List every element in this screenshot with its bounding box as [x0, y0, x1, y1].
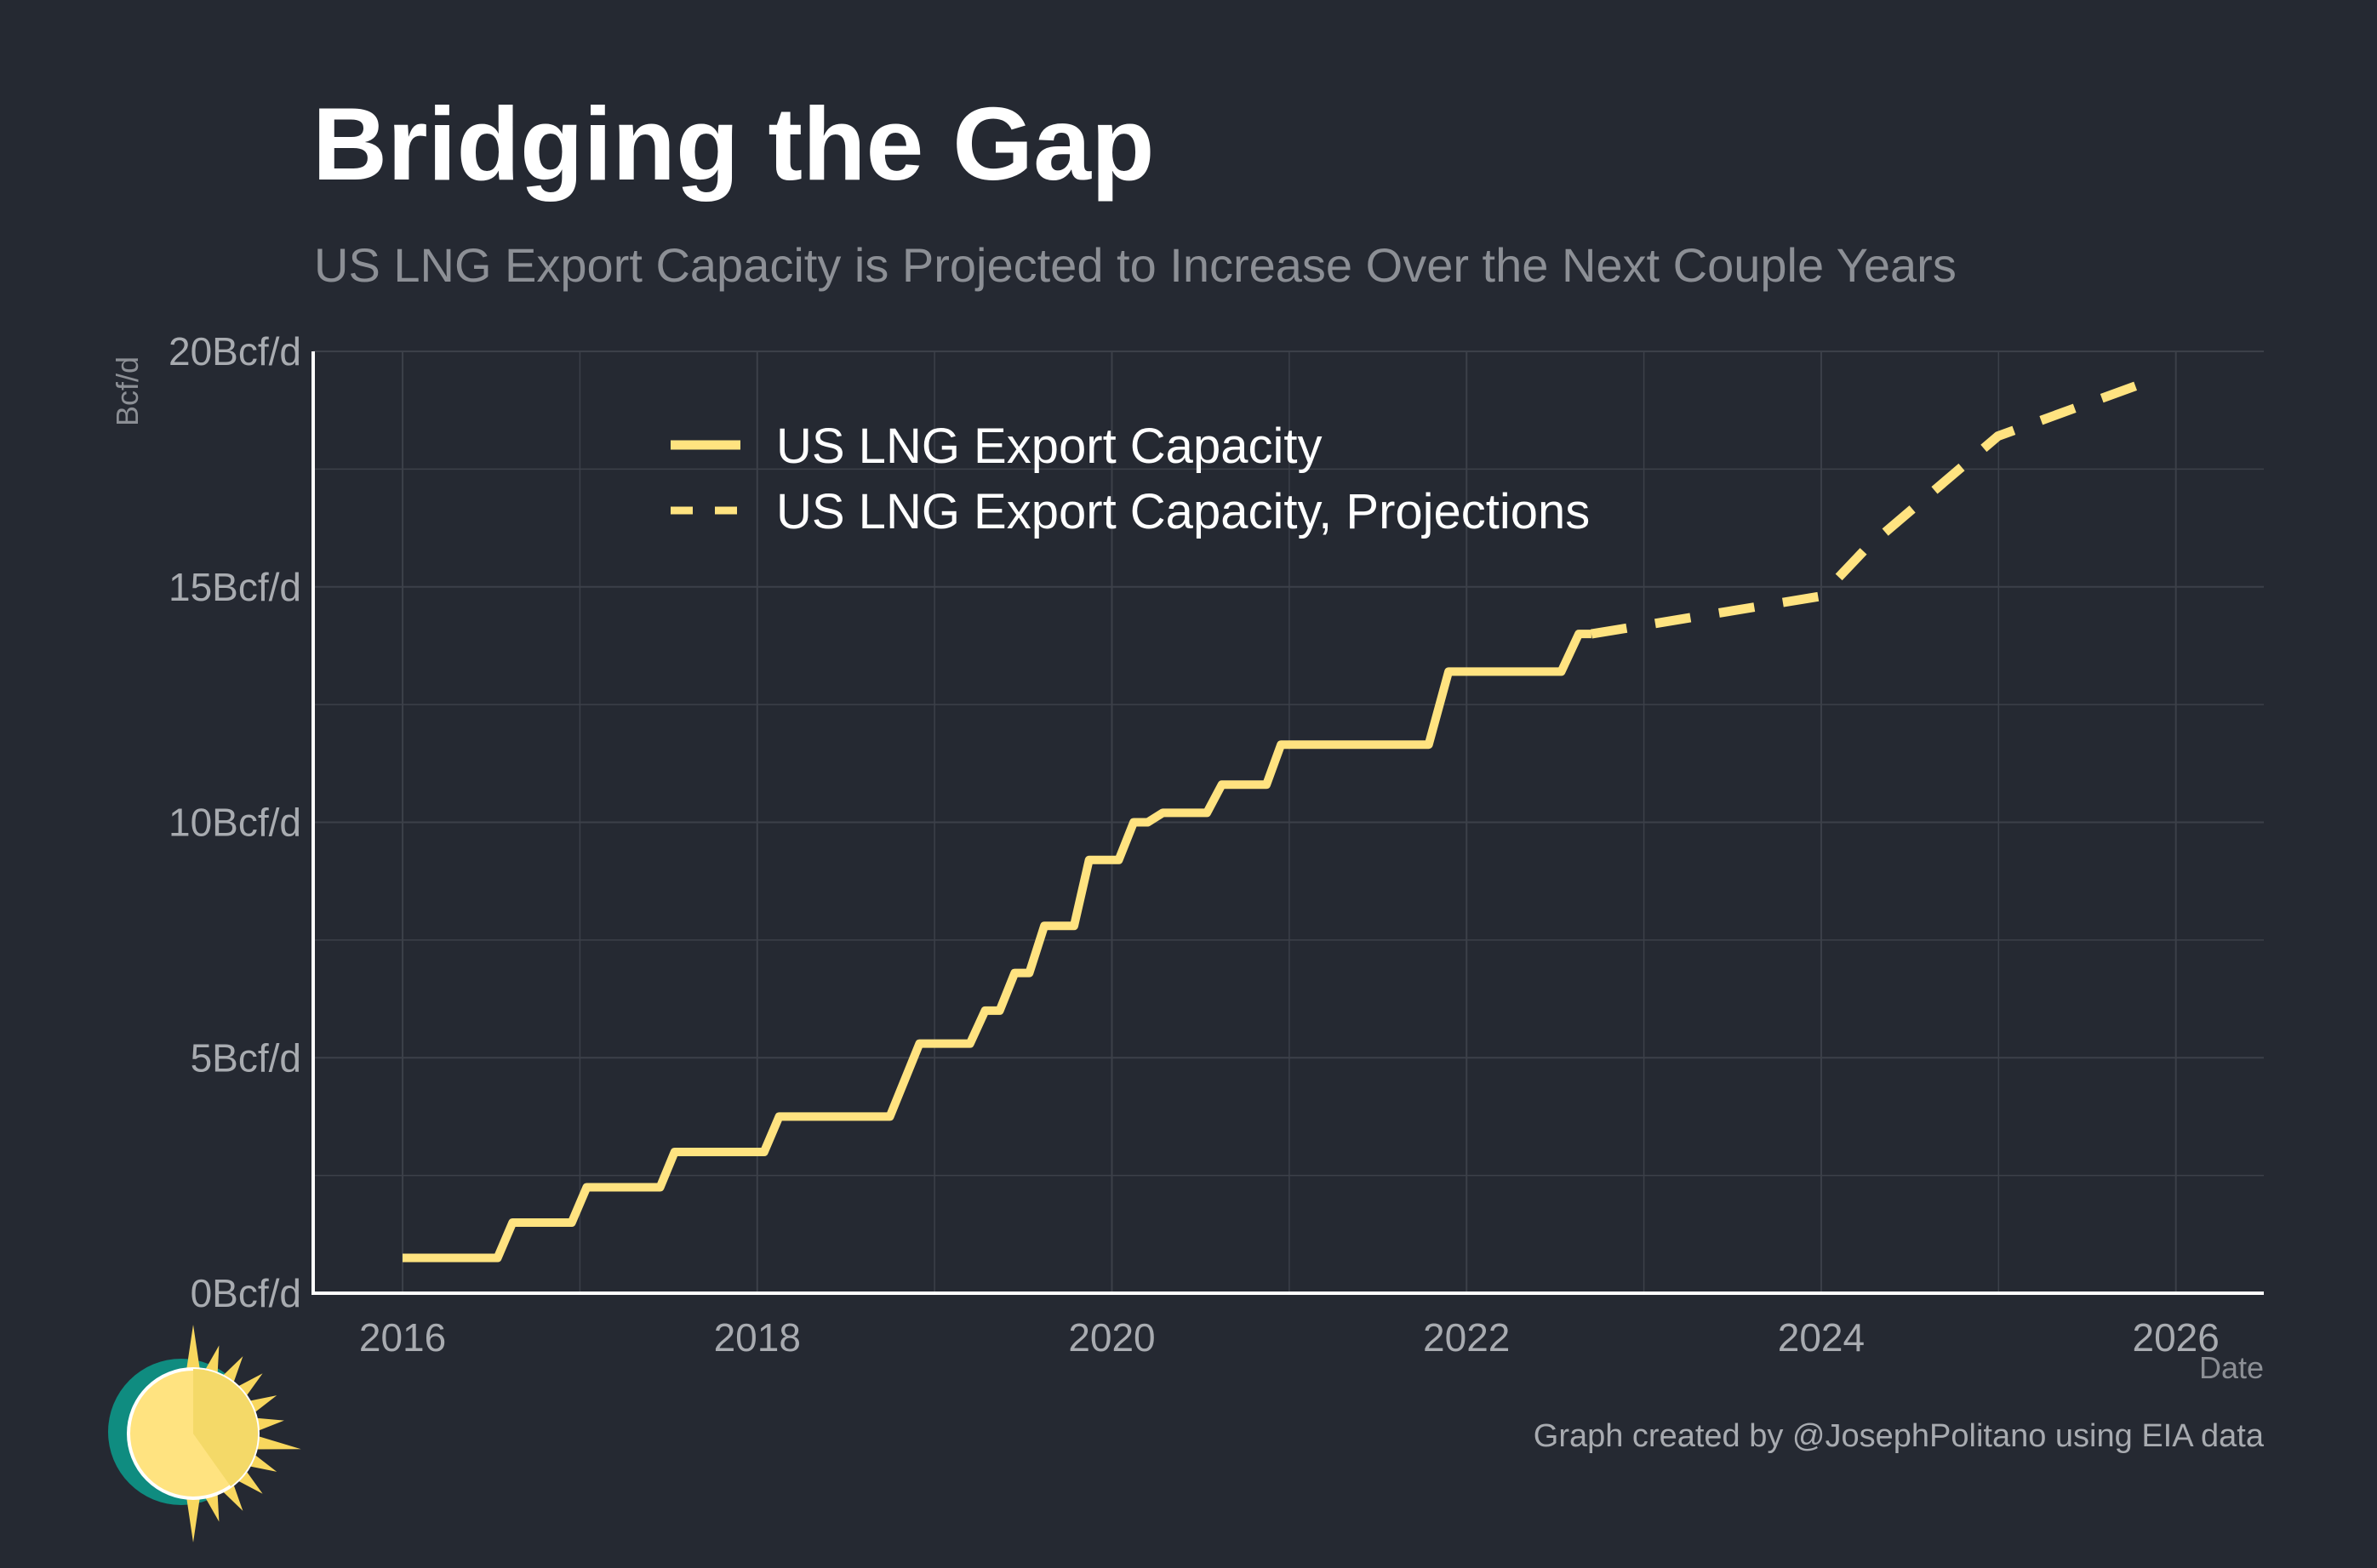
- grid-major: [313, 351, 2264, 1294]
- legend-label-projections: US LNG Export Capacity, Projections: [776, 484, 1590, 539]
- logo-ray: [254, 1417, 284, 1432]
- y-tick-label: 5Bcf/d: [191, 1035, 301, 1080]
- series-layer: [403, 375, 2155, 1263]
- y-tick-label: 0Bcf/d: [191, 1271, 301, 1315]
- legend: US LNG Export Capacity US LNG Export Cap…: [671, 419, 1590, 539]
- y-tick-label: 20Bcf/d: [169, 329, 301, 373]
- chart-subtitle: US LNG Export Capacity is Projected to I…: [314, 238, 1957, 292]
- x-tick-label: 2026: [2133, 1315, 2220, 1360]
- logo-sun-shade: [193, 1369, 259, 1486]
- sun-logo-icon: [108, 1325, 301, 1542]
- x-tick-label: 2018: [714, 1315, 801, 1360]
- x-tick-label: 2022: [1423, 1315, 1510, 1360]
- axes: [311, 351, 2264, 1295]
- series-line-projections: [1591, 375, 2155, 639]
- logo-ray: [254, 1435, 301, 1450]
- legend-label-capacity: US LNG Export Capacity: [776, 419, 1322, 474]
- series-line-capacity: [403, 630, 1591, 1263]
- y-axis-title: Bcf/d: [110, 356, 145, 426]
- y-tick-label: 15Bcf/d: [169, 565, 301, 609]
- chart-title: Bridging the Gap: [312, 86, 1155, 202]
- x-axis-title: Date: [2199, 1350, 2264, 1385]
- x-tick-label: 2020: [1068, 1315, 1155, 1360]
- logo-ray: [186, 1496, 201, 1542]
- logo-ray: [203, 1491, 220, 1522]
- x-tick-label: 2024: [1778, 1315, 1865, 1360]
- caption: Graph created by @JosephPolitano using E…: [1534, 1418, 2265, 1454]
- logo-ray: [203, 1345, 220, 1376]
- y-tick-label: 10Bcf/d: [169, 801, 301, 845]
- logo-ray: [186, 1325, 201, 1371]
- tick-layer: 0Bcf/d 5Bcf/d 10Bcf/d 15Bcf/d 20Bcf/d 2016 201…: [169, 329, 2220, 1360]
- x-tick-label: 2016: [359, 1315, 446, 1360]
